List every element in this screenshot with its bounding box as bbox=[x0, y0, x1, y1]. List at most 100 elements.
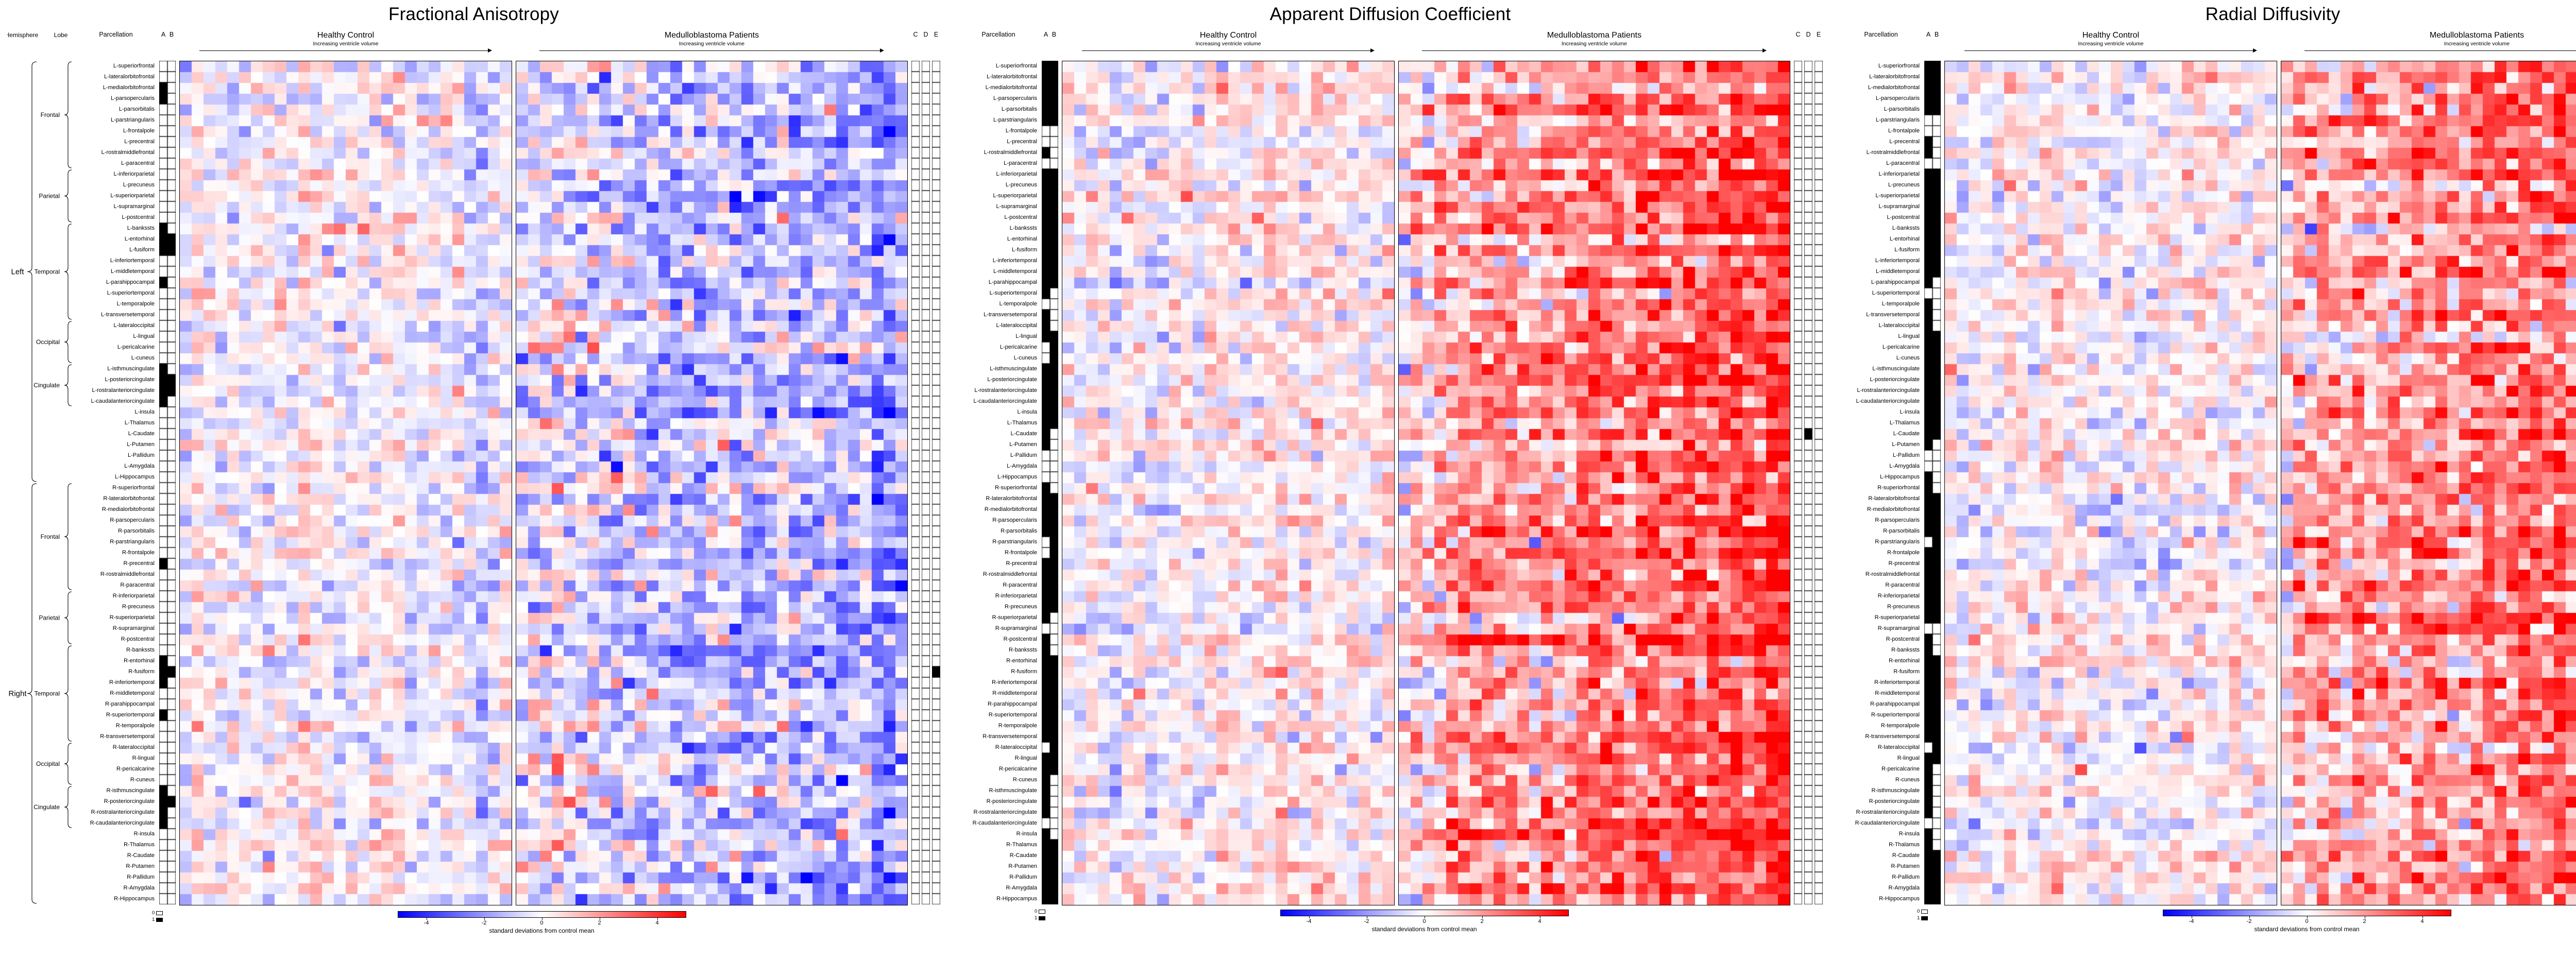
row-label: L-lingual bbox=[133, 333, 155, 339]
column-b-canvas bbox=[1050, 61, 1058, 904]
row-label: L-caudalanteriorcingulate bbox=[973, 398, 1037, 404]
row-label: L-Thalamus bbox=[1007, 420, 1037, 426]
row-label: R-Caudate bbox=[127, 852, 155, 859]
row-label: R-precentral bbox=[123, 560, 155, 567]
anatomy-annotations: Hemisphere Lobe Left Right Frontal Parietal Te… bbox=[5, 27, 75, 907]
row-label: R-superiorparietal bbox=[109, 614, 155, 621]
colorbar-tick-label: 4 bbox=[1538, 918, 1541, 924]
row-label: R-supramarginal bbox=[112, 625, 155, 631]
column-b: B bbox=[1050, 27, 1058, 904]
colorbar-wrap: -4 -2 0 2 4 standard deviations from control … bbox=[397, 911, 686, 934]
hemisphere-brace bbox=[27, 483, 37, 904]
row-label: L-insula bbox=[1017, 409, 1037, 415]
row-label: R-superiortemporal bbox=[1871, 712, 1920, 718]
row-label: L-paracentral bbox=[1886, 160, 1920, 166]
row-label: L-bankssts bbox=[1009, 225, 1037, 231]
arrow-shaft bbox=[2304, 50, 2576, 51]
row-label: R-Thalamus bbox=[124, 842, 155, 848]
row-label: L-medialorbitofrontal bbox=[103, 84, 155, 91]
panel-fractional-anisotropy: Fractional Anisotropy Hemisphere Lobe Left… bbox=[5, 4, 940, 950]
row-label: R-posteriorcingulate bbox=[104, 798, 155, 804]
row-label: L-frontalpole bbox=[1888, 128, 1920, 134]
row-label: R-bankssts bbox=[1008, 647, 1037, 653]
row-label: R-Amygdala bbox=[1888, 885, 1920, 891]
row-label: L-lateralorbitofrontal bbox=[104, 74, 155, 80]
binary-legend-item: 1 bbox=[152, 917, 163, 922]
row-label: L-Hippocampus bbox=[997, 474, 1037, 480]
row-label: L-transversetemporal bbox=[984, 312, 1037, 318]
group-title: Medulloblastoma Patients bbox=[1547, 31, 1642, 40]
row-label: R-lateralorbitofrontal bbox=[103, 495, 155, 502]
patients-heatmap-canvas bbox=[1398, 61, 1790, 905]
colorbar-tick bbox=[1482, 916, 1483, 918]
lobe-brace bbox=[64, 224, 72, 320]
patients-heatmap: Medulloblastoma Patients Increasing ventr… bbox=[1398, 27, 1790, 905]
colorbar-tick bbox=[657, 918, 658, 920]
row-label: L-pericalcarine bbox=[999, 344, 1037, 350]
row-label: L-entorhinal bbox=[124, 236, 155, 242]
patients-heatmap-canvas bbox=[516, 61, 908, 905]
row-label: L-entorhinal bbox=[1007, 236, 1037, 242]
row-label: R-middletemporal bbox=[110, 690, 155, 696]
binary-legend-swatch bbox=[1921, 916, 1928, 920]
colorbar-tick bbox=[2307, 916, 2308, 918]
row-label: L-middletemporal bbox=[993, 268, 1037, 275]
colorbar-tick bbox=[2422, 916, 2423, 918]
hemisphere-label: Right bbox=[8, 690, 27, 698]
row-label: L-lateraloccipital bbox=[996, 322, 1037, 329]
colorbar-ticks: -4 -2 0 2 4 bbox=[2163, 916, 2451, 925]
lobe-header: Lobe bbox=[54, 31, 68, 39]
row-label: L-cuneus bbox=[131, 355, 155, 361]
row-label: R-caudalanteriorcingulate bbox=[90, 820, 155, 826]
row-label: L-Hippocampus bbox=[1879, 474, 1920, 480]
row-label: L-middletemporal bbox=[1876, 268, 1920, 275]
colorbar-ticks: -4 -2 0 2 4 bbox=[1280, 916, 1569, 925]
row-label: R-inferiortemporal bbox=[991, 679, 1037, 686]
row-label: R-paracentral bbox=[1885, 582, 1920, 588]
row-label: L-precuneus bbox=[123, 182, 155, 188]
row-label: R-parahippocampal bbox=[105, 701, 155, 707]
column-letter: D bbox=[1806, 31, 1811, 38]
colorbar-tick-label: -4 bbox=[1306, 918, 1312, 924]
colorbar-tick-label: 0 bbox=[540, 920, 544, 926]
group-title: Healthy Control bbox=[2082, 31, 2140, 40]
row-label: R-parahippocampal bbox=[988, 701, 1037, 707]
row-label: R-Amygdala bbox=[1006, 885, 1037, 891]
colorbar-tick-label: 4 bbox=[655, 920, 659, 926]
row-label: L-postcentral bbox=[1004, 214, 1037, 220]
row-label: L-fusiform bbox=[1894, 247, 1920, 253]
parcellation-labels: L-superiorfrontal L-lateralorbitofrontal L… bbox=[958, 61, 1039, 904]
arrow-head-icon bbox=[488, 48, 493, 53]
column-e-header: E bbox=[932, 27, 940, 61]
row-label: R-bankssts bbox=[126, 647, 155, 653]
row-label: L-lingual bbox=[1015, 333, 1037, 339]
row-label: R-caudalanteriorcingulate bbox=[1855, 820, 1920, 826]
colorbar-ticks: -4 -2 0 2 4 bbox=[398, 918, 686, 927]
lobe-brace bbox=[64, 591, 72, 644]
column-a-canvas bbox=[1924, 61, 1933, 904]
column-c-canvas bbox=[911, 61, 920, 904]
row-label: R-rostralmiddlefrontal bbox=[982, 571, 1037, 577]
binary-legend-item: 0 bbox=[1917, 909, 1928, 914]
row-label: L-inferiorparietal bbox=[1878, 171, 1920, 177]
row-label: L-rostralmiddlefrontal bbox=[984, 149, 1037, 156]
row-label: L-caudalanteriorcingulate bbox=[91, 398, 155, 404]
binary-legend-value: 1 bbox=[152, 917, 155, 922]
column-c-header: C bbox=[911, 27, 920, 61]
row-label: L-parstriangularis bbox=[111, 117, 155, 123]
lobe-label: Temporal bbox=[35, 690, 60, 697]
binary-legend-item: 0 bbox=[1035, 909, 1046, 914]
binary-legend-value: 0 bbox=[1035, 909, 1038, 914]
row-label: L-Putamen bbox=[127, 441, 155, 448]
arrow-head-icon bbox=[2253, 48, 2258, 53]
increasing-ventricle-volume-label: Increasing ventricle volume bbox=[679, 41, 745, 47]
arrow-head-icon bbox=[1370, 48, 1375, 53]
row-label: L-parsorbitalis bbox=[1884, 106, 1920, 112]
column-letter: A bbox=[161, 31, 166, 38]
colorbar-tick-label: -2 bbox=[1364, 918, 1369, 924]
panel-footer: 0 1 -4 -2 0 2 4 standard deviations from contro… bbox=[958, 905, 1823, 949]
healthy-control-heatmap-canvas bbox=[1944, 61, 2277, 905]
group-title: Healthy Control bbox=[317, 31, 375, 40]
